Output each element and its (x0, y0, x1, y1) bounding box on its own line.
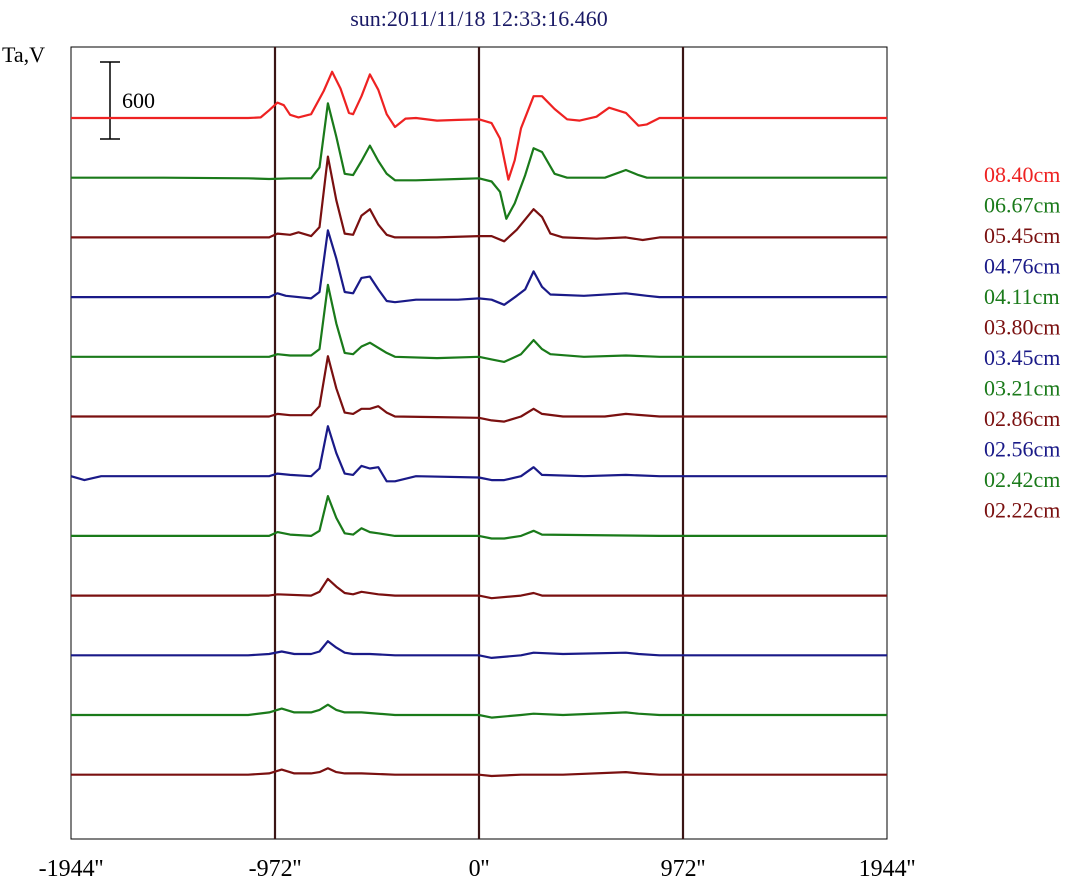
series-line-02.56cm (71, 640, 887, 659)
series-line-04.76cm (71, 229, 887, 306)
x-tick-label: 0'' (469, 856, 490, 882)
legend-entry: 02.86cm (984, 406, 1060, 431)
scale-bar-label: 600 (122, 88, 155, 113)
legend-entry: 04.11cm (984, 284, 1060, 309)
legend: 08.40cm 06.67cm 05.45cm 04.76cm 04.11cm 03.80… (984, 162, 1060, 523)
series-line-04.11cm (71, 283, 887, 363)
series-line-05.45cm (71, 155, 887, 243)
legend-entry: 05.45cm (984, 223, 1060, 248)
y-axis-label: Ta,V (2, 42, 45, 67)
x-tick-label: 972'' (661, 856, 706, 882)
legend-entry: 02.42cm (984, 467, 1060, 492)
scale-bar: 600 (100, 61, 155, 140)
series-line-03.21cm (71, 495, 887, 540)
legend-entry: 03.21cm (984, 376, 1060, 401)
vertical-reference-lines (273, 47, 685, 839)
legend-entry: 06.67cm (984, 193, 1060, 218)
x-tick-label: 1944'' (859, 856, 916, 882)
legend-entry: 04.76cm (984, 254, 1060, 279)
legend-entry: 02.22cm (984, 498, 1060, 523)
legend-entry: 02.56cm (984, 437, 1060, 462)
series-line-03.45cm (70, 425, 887, 483)
legend-entry: 03.45cm (984, 345, 1060, 370)
series-line-06.67cm (71, 102, 887, 220)
series-line-03.80cm (71, 355, 887, 423)
series-traces (70, 70, 887, 778)
legend-entry: 08.40cm (984, 162, 1060, 187)
series-line-02.42cm (71, 703, 887, 719)
series-line-02.22cm (71, 767, 887, 778)
x-tick-label: -1944'' (39, 856, 104, 882)
series-line-02.86cm (71, 577, 887, 600)
chart-title: sun:2011/11/18 12:33:16.460 (350, 6, 608, 31)
x-tick-label: -972'' (249, 856, 302, 882)
series-line-08.40cm (71, 70, 887, 181)
legend-entry: 03.80cm (984, 315, 1060, 340)
x-tick-labels: -1944'' -972'' 0'' 972'' 1944'' (39, 856, 916, 882)
